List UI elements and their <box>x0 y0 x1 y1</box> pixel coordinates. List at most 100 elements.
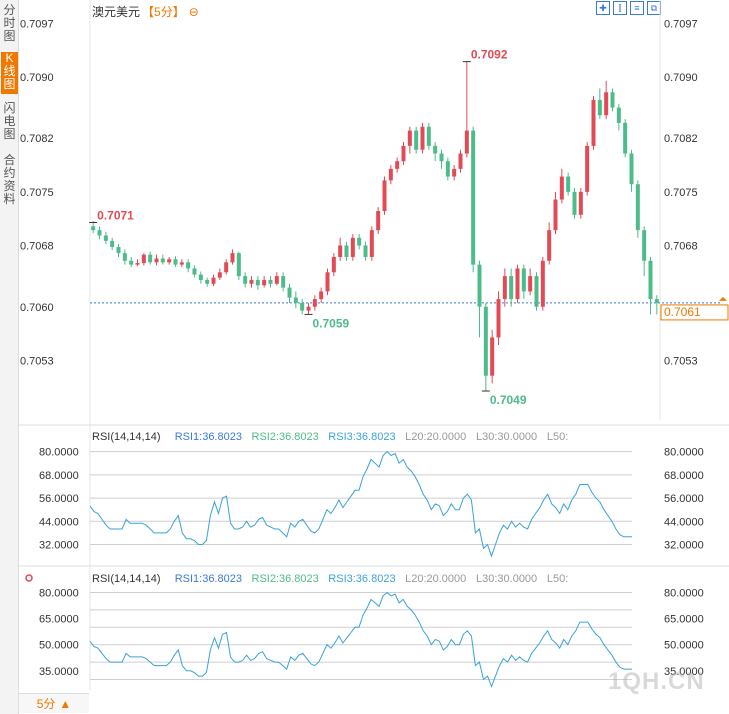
y-tick-right-0: 0.7097 <box>664 18 698 30</box>
y-tick-left-3: 0.7075 <box>20 187 54 199</box>
candle-body-2 <box>103 235 108 241</box>
candle-body-21 <box>224 262 229 273</box>
current-price-box <box>660 304 729 321</box>
candle-style-icon[interactable]: ⫿ <box>613 1 627 15</box>
candle-body-55 <box>439 153 444 162</box>
candle-body-57 <box>452 168 457 177</box>
rsi-panel-1-y-tick-right-2: 56.0000 <box>664 493 704 505</box>
candle-body-6 <box>129 260 134 265</box>
y-tick-right-2: 0.7082 <box>664 133 698 145</box>
candle-body-28 <box>268 279 273 284</box>
rsi-panel-2-y-tick-right-2: 50.0000 <box>664 640 704 652</box>
arrow-up-icon: ▲ <box>59 696 72 711</box>
candle-body-82 <box>610 92 615 108</box>
candle-body-9 <box>148 254 153 263</box>
candle-body-59 <box>464 130 469 154</box>
candle-body-67 <box>515 268 520 300</box>
candle-body-10 <box>154 258 159 263</box>
rsi-panel-1-y-tick-right-3: 44.0000 <box>664 516 704 528</box>
candle-body-23 <box>236 253 241 277</box>
indicator-icon[interactable]: ≡ <box>630 1 644 15</box>
candle-body-7 <box>135 263 140 265</box>
candle-body-40 <box>344 245 349 257</box>
y-tick-left-4: 0.7068 <box>20 240 54 252</box>
candle-body-19 <box>211 277 216 284</box>
candle-body-27 <box>262 279 267 286</box>
tab-kline[interactable]: K线图 <box>1 52 18 94</box>
rsi-panel-2-line-RSI1 <box>89 591 632 688</box>
candle-body-18 <box>205 279 210 284</box>
candle-body-33 <box>300 302 305 311</box>
candle-body-80 <box>597 99 602 116</box>
candle-body-70 <box>534 276 539 307</box>
candle-body-73 <box>553 199 558 231</box>
symbol-name: 澳元美元 <box>92 5 141 19</box>
candle-body-76 <box>572 191 577 215</box>
candle-body-32 <box>293 297 298 303</box>
sidebar: 分时图 K线图 闪电图 合约资料 <box>0 0 19 714</box>
rsi-panel-2-y-tick-right-1: 65.0000 <box>664 614 704 626</box>
candle-body-69 <box>528 276 533 292</box>
candle-body-13 <box>173 259 178 265</box>
rsi-panel-2-y-tick-right-3: 35.0000 <box>664 666 704 678</box>
rsi-panel-1-y-tick-left-3: 44.0000 <box>39 516 79 528</box>
candle-body-78 <box>585 145 590 192</box>
candle-body-15 <box>186 262 191 269</box>
candle-body-81 <box>604 92 609 116</box>
zoom-out-icon[interactable]: ⊖ <box>188 4 199 19</box>
candle-body-11 <box>160 258 165 263</box>
rsi-panel-2-y-tick-left-2: 50.0000 <box>39 640 79 652</box>
current-price-label: 0.7061 <box>664 305 701 319</box>
rsi-panel-1-legend-1: RSI1:36.8023 <box>175 431 242 443</box>
candle-body-45 <box>376 211 381 231</box>
candle-body-47 <box>388 168 393 181</box>
candle-body-85 <box>629 153 634 185</box>
rsi-panel-1-y-tick-right-0: 80.0000 <box>664 447 704 459</box>
crosshair-icon[interactable]: ✚ <box>596 1 610 15</box>
candle-body-88 <box>648 260 653 300</box>
tab-time-sharing[interactable]: 分时图 <box>3 3 16 43</box>
candle-body-74 <box>559 176 564 200</box>
annotation-label-2: 0.7059 <box>313 316 350 330</box>
y-tick-left-6: 0.7053 <box>20 355 54 367</box>
rsi-panel-2-legend-2: RSI2:36.8023 <box>252 573 319 585</box>
rsi-panel-1-legend-4: L20:20.0000 <box>405 431 466 443</box>
candle-body-83 <box>616 107 621 123</box>
candle-body-16 <box>192 268 197 275</box>
rsi-panel-2-legend-3: RSI3:36.8023 <box>328 573 395 585</box>
candle-body-26 <box>255 279 260 286</box>
y-tick-right-4: 0.7068 <box>664 240 698 252</box>
settings-sun-icon <box>25 574 33 582</box>
candle-body-84 <box>623 122 628 154</box>
rsi-panel-2-legend-6: L50: <box>547 573 568 585</box>
rsi-panel-1-y-tick-left-1: 68.0000 <box>39 470 79 482</box>
period-selector-button[interactable]: 5分 ▲ <box>19 693 89 713</box>
candle-body-12 <box>167 259 172 263</box>
rsi-panel-1-legend-3: RSI3:36.8023 <box>328 431 395 443</box>
period-label: 5分 <box>36 697 56 711</box>
watermark: 1QH.CN <box>608 668 705 695</box>
chart-title: 澳元美元 【5分】 ⊖ <box>92 3 199 20</box>
tab-lightning[interactable]: 闪电图 <box>3 101 16 141</box>
rsi-panel-2-legend-1: RSI1:36.8023 <box>175 573 242 585</box>
period-tag: 【5分】 <box>142 5 185 19</box>
y-tick-left-1: 0.7090 <box>20 72 54 84</box>
rsi-panel-1-y-tick-left-2: 56.0000 <box>39 493 79 505</box>
rsi-panel-2-y-tick-left-0: 80.0000 <box>39 587 79 599</box>
candle-body-51 <box>414 130 419 150</box>
candle-body-44 <box>369 230 374 257</box>
candle-body-14 <box>179 262 184 265</box>
candle-body-22 <box>230 253 235 263</box>
candle-body-87 <box>642 230 647 261</box>
rsi-panel-1-legend-5: L30:30.0000 <box>476 431 537 443</box>
rsi-panel-1-y-tick-right-1: 68.0000 <box>664 470 704 482</box>
annotation-label-1: 0.7092 <box>471 48 508 62</box>
candle-body-37 <box>325 272 330 292</box>
tab-contract-info[interactable]: 合约资料 <box>3 153 16 206</box>
rsi-panel-1-y-tick-right-4: 32.0000 <box>664 540 704 552</box>
candle-body-20 <box>217 272 222 278</box>
rsi-panel-1-line-RSI1 <box>89 450 632 558</box>
candle-body-42 <box>357 237 362 246</box>
